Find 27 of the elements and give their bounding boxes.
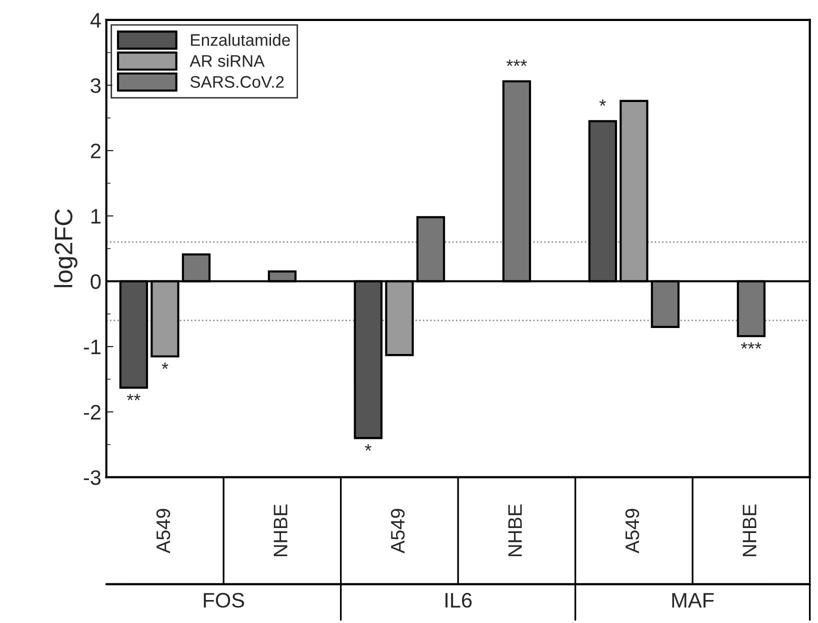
y-tick-label: 1	[91, 209, 100, 224]
x-tick-label: A549	[390, 508, 405, 554]
y-tick-label: 4	[90, 13, 101, 28]
y-tick-label: -2	[84, 404, 100, 420]
legend-label: AR siRNA	[190, 54, 265, 67]
text: MAF	[672, 593, 714, 608]
legend-label: Enzalutamide	[191, 34, 290, 46]
text: IL6	[446, 592, 472, 608]
data-label: **	[126, 394, 140, 400]
data-label: ***	[740, 342, 762, 349]
y-axis-title: log2FC	[54, 209, 78, 288]
y-tick-label: -3	[84, 470, 101, 485]
y-tick-label: 3	[90, 78, 101, 94]
x-tick-label: NHBE	[274, 504, 288, 556]
data-label: *	[599, 99, 606, 106]
text: FOS	[204, 592, 244, 608]
y-tick-label: -1	[84, 340, 100, 354]
x-tick-label: NHBE	[508, 504, 522, 556]
data-label: *	[364, 444, 372, 451]
y-tick-label: 2	[90, 144, 100, 158]
x-tick-label: A549	[625, 508, 640, 554]
legend-label: SARS.CoV.2	[190, 76, 284, 88]
data-label: ***	[506, 60, 527, 66]
x-tick-label: NHBE	[742, 504, 756, 556]
x-tick-label: A549	[156, 508, 170, 554]
y-tick-label: 0	[90, 274, 101, 289]
data-label: *	[162, 362, 168, 369]
